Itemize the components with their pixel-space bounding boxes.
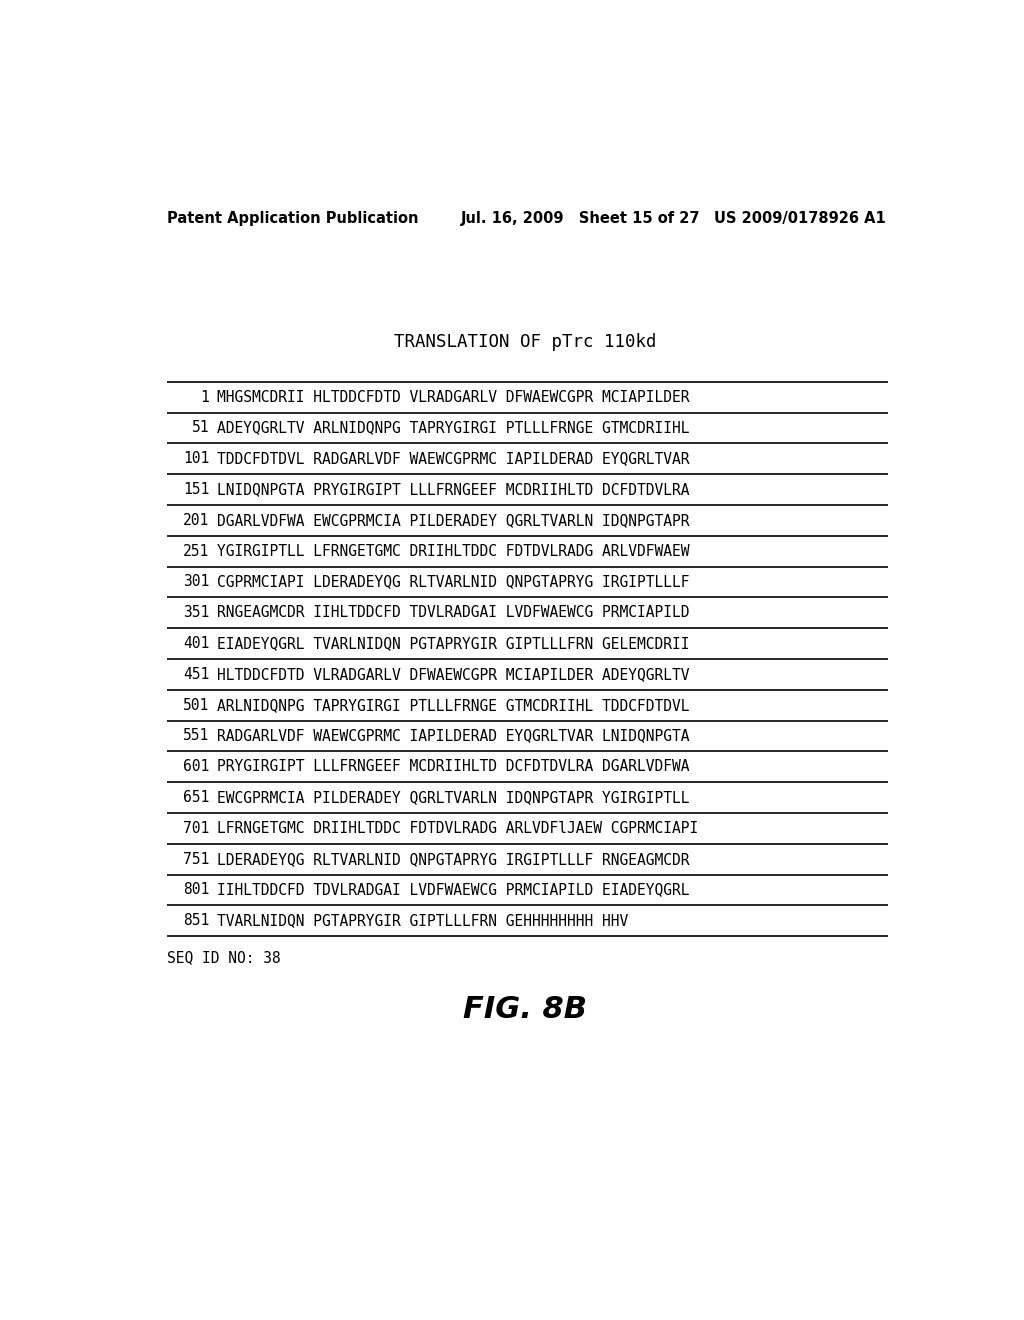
Text: FIG. 8B: FIG. 8B (463, 995, 587, 1024)
Text: CGPRMCIAPI LDERADEYQG RLTVARLNID QNPGTAPRYG IRGIPTLLLF: CGPRMCIAPI LDERADEYQG RLTVARLNID QNPGTAP… (217, 574, 689, 590)
Text: 851: 851 (183, 913, 209, 928)
Text: RADGARLVDF WAEWCGPRMC IAPILDERAD EYQGRLTVAR LNIDQNPGTA: RADGARLVDF WAEWCGPRMC IAPILDERAD EYQGRLT… (217, 729, 689, 743)
Text: MHGSMCDRII HLTDDCFDTD VLRADGARLV DFWAEWCGPR MCIAPILDER: MHGSMCDRII HLTDDCFDTD VLRADGARLV DFWAEWC… (217, 389, 689, 405)
Text: Jul. 16, 2009   Sheet 15 of 27: Jul. 16, 2009 Sheet 15 of 27 (461, 211, 700, 226)
Text: LDERADEYQG RLTVARLNID QNPGTAPRYG IRGIPTLLLF RNGEAGMCDR: LDERADEYQG RLTVARLNID QNPGTAPRYG IRGIPTL… (217, 851, 689, 867)
Text: US 2009/0178926 A1: US 2009/0178926 A1 (714, 211, 886, 226)
Text: 451: 451 (183, 667, 209, 682)
Text: 51: 51 (191, 420, 209, 436)
Text: 751: 751 (183, 851, 209, 867)
Text: Patent Application Publication: Patent Application Publication (167, 211, 418, 226)
Text: IIHLTDDCFD TDVLRADGAI LVDFWAEWCG PRMCIAPILD EIADEYQGRL: IIHLTDDCFD TDVLRADGAI LVDFWAEWCG PRMCIAP… (217, 882, 689, 898)
Text: 601: 601 (183, 759, 209, 775)
Text: 351: 351 (183, 605, 209, 620)
Text: EWCGPRMCIA PILDERADEY QGRLTVARLN IDQNPGTAPR YGIRGIPTLL: EWCGPRMCIA PILDERADEY QGRLTVARLN IDQNPGT… (217, 789, 689, 805)
Text: 101: 101 (183, 451, 209, 466)
Text: 651: 651 (183, 789, 209, 805)
Text: 201: 201 (183, 512, 209, 528)
Text: SEQ ID NO: 38: SEQ ID NO: 38 (167, 950, 281, 965)
Text: PRYGIRGIPT LLLFRNGEEF MCDRIIHLTD DCFDTDVLRA DGARLVDFWA: PRYGIRGIPT LLLFRNGEEF MCDRIIHLTD DCFDTDV… (217, 759, 689, 775)
Text: 251: 251 (183, 544, 209, 558)
Text: 1: 1 (201, 389, 209, 405)
Text: TVARLNIDQN PGTAPRYGIR GIPTLLLFRN GEHHHHHHHH HHV: TVARLNIDQN PGTAPRYGIR GIPTLLLFRN GEHHHHH… (217, 913, 629, 928)
Text: 401: 401 (183, 636, 209, 651)
Text: TRANSLATION OF pTrc 110kd: TRANSLATION OF pTrc 110kd (393, 333, 656, 351)
Text: RNGEAGMCDR IIHLTDDCFD TDVLRADGAI LVDFWAEWCG PRMCIAPILD: RNGEAGMCDR IIHLTDDCFD TDVLRADGAI LVDFWAE… (217, 605, 689, 620)
Text: ADEYQGRLTV ARLNIDQNPG TAPRYGIRGI PTLLLFRNGE GTMCDRIIHL: ADEYQGRLTV ARLNIDQNPG TAPRYGIRGI PTLLLFR… (217, 420, 689, 436)
Text: 801: 801 (183, 882, 209, 898)
Text: 151: 151 (183, 482, 209, 498)
Text: 301: 301 (183, 574, 209, 590)
Text: DGARLVDFWA EWCGPRMCIA PILDERADEY QGRLTVARLN IDQNPGTAPR: DGARLVDFWA EWCGPRMCIA PILDERADEY QGRLTVA… (217, 512, 689, 528)
Text: EIADEYQGRL TVARLNIDQN PGTAPRYGIR GIPTLLLFRN GELEMCDRII: EIADEYQGRL TVARLNIDQN PGTAPRYGIR GIPTLLL… (217, 636, 689, 651)
Text: LNIDQNPGTA PRYGIRGIPT LLLFRNGEEF MCDRIIHLTD DCFDTDVLRA: LNIDQNPGTA PRYGIRGIPT LLLFRNGEEF MCDRIIH… (217, 482, 689, 498)
Text: 501: 501 (183, 697, 209, 713)
Text: TDDCFDTDVL RADGARLVDF WAEWCGPRMC IAPILDERAD EYQGRLTVAR: TDDCFDTDVL RADGARLVDF WAEWCGPRMC IAPILDE… (217, 451, 689, 466)
Text: 551: 551 (183, 729, 209, 743)
Text: 701: 701 (183, 821, 209, 836)
Text: ARLNIDQNPG TAPRYGIRGI PTLLLFRNGE GTMCDRIIHL TDDCFDTDVL: ARLNIDQNPG TAPRYGIRGI PTLLLFRNGE GTMCDRI… (217, 697, 689, 713)
Text: LFRNGETGMC DRIIHLTDDC FDTDVLRADG ARLVDFlJAEW CGPRMCIAPI: LFRNGETGMC DRIIHLTDDC FDTDVLRADG ARLVDFl… (217, 821, 698, 836)
Text: HLTDDCFDTD VLRADGARLV DFWAEWCGPR MCIAPILDER ADEYQGRLTV: HLTDDCFDTD VLRADGARLV DFWAEWCGPR MCIAPIL… (217, 667, 689, 682)
Text: YGIRGIPTLL LFRNGETGMC DRIIHLTDDC FDTDVLRADG ARLVDFWAEW: YGIRGIPTLL LFRNGETGMC DRIIHLTDDC FDTDVLR… (217, 544, 689, 558)
